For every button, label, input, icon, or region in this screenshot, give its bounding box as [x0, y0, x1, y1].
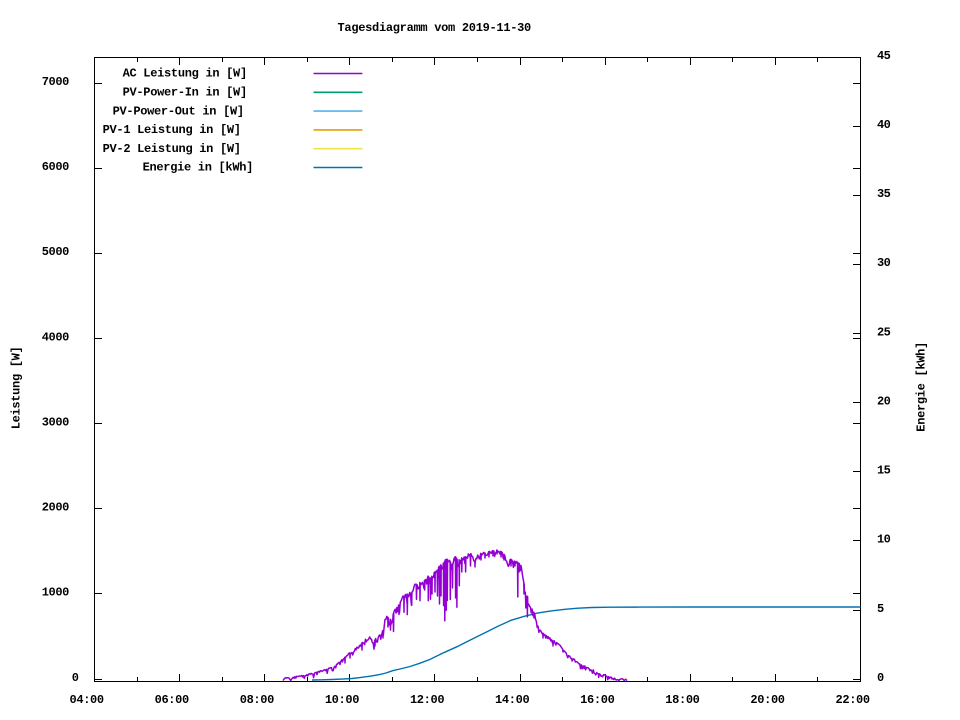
- svg-text:2000: 2000: [42, 501, 70, 515]
- svg-text:Energie [kWh]: Energie [kWh]: [915, 342, 929, 432]
- svg-text:Tagesdiagramm vom 2019-11-30: Tagesdiagramm vom 2019-11-30: [338, 21, 532, 35]
- svg-text:14:00: 14:00: [495, 693, 530, 707]
- svg-text:5: 5: [877, 602, 884, 616]
- svg-text:22:00: 22:00: [836, 693, 871, 707]
- svg-text:5000: 5000: [42, 245, 70, 259]
- svg-text:30: 30: [877, 256, 891, 270]
- svg-text:20:00: 20:00: [750, 693, 785, 707]
- svg-text:20: 20: [877, 394, 891, 408]
- svg-text:06:00: 06:00: [155, 693, 190, 707]
- svg-text:04:00: 04:00: [70, 693, 105, 707]
- svg-text:40: 40: [877, 118, 891, 132]
- svg-text:1000: 1000: [42, 586, 70, 600]
- svg-text:PV-2 Leistung in [W]: PV-2 Leistung in [W]: [103, 142, 241, 156]
- svg-text:PV-Power-In in [W]: PV-Power-In in [W]: [123, 86, 248, 100]
- svg-text:0: 0: [72, 671, 79, 685]
- svg-text:15: 15: [877, 464, 891, 478]
- svg-text:25: 25: [877, 325, 891, 339]
- svg-text:4000: 4000: [42, 330, 70, 344]
- svg-text:0: 0: [877, 671, 884, 685]
- svg-text:16:00: 16:00: [580, 693, 615, 707]
- svg-text:45: 45: [877, 49, 891, 63]
- svg-text:AC Leistung in [W]: AC Leistung in [W]: [123, 67, 248, 81]
- svg-text:PV-Power-Out in [W]: PV-Power-Out in [W]: [113, 104, 244, 118]
- svg-text:08:00: 08:00: [240, 693, 275, 707]
- svg-text:3000: 3000: [42, 415, 70, 429]
- svg-text:Leistung [W]: Leistung [W]: [10, 346, 24, 429]
- svg-text:7000: 7000: [42, 75, 70, 89]
- svg-text:35: 35: [877, 187, 891, 201]
- svg-text:10:00: 10:00: [325, 693, 360, 707]
- svg-text:12:00: 12:00: [410, 693, 445, 707]
- svg-text:Energie in [kWh]: Energie in [kWh]: [143, 161, 254, 175]
- svg-text:6000: 6000: [42, 160, 70, 174]
- svg-text:10: 10: [877, 533, 891, 547]
- svg-text:18:00: 18:00: [665, 693, 700, 707]
- svg-text:PV-1 Leistung in [W]: PV-1 Leistung in [W]: [103, 123, 241, 137]
